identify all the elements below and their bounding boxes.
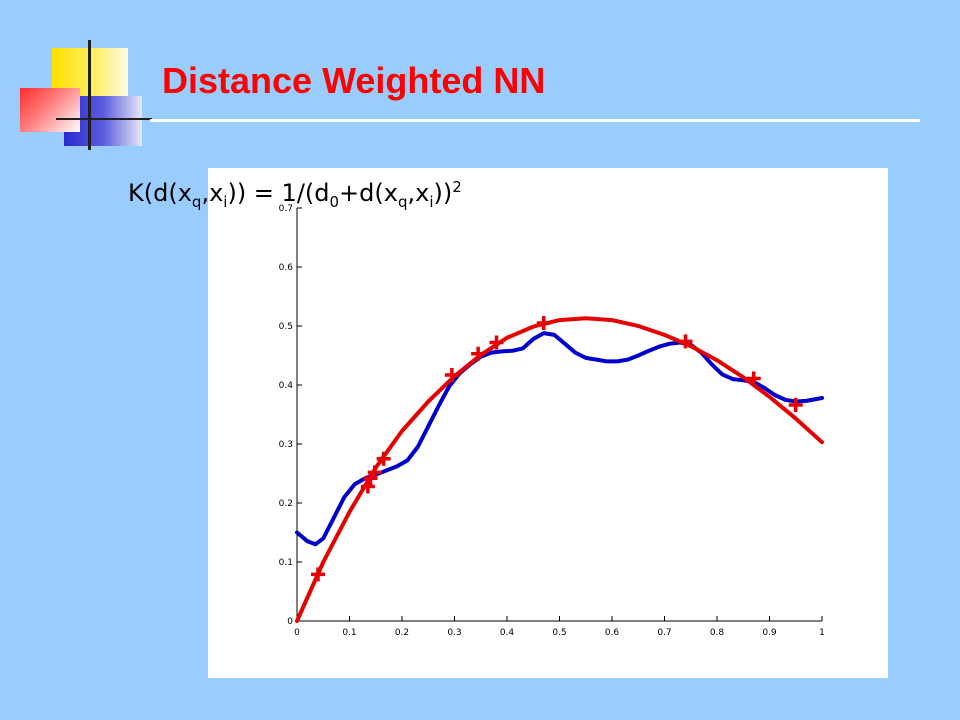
y-tick-label: 0.4 [279,381,294,391]
x-tick-label: 0 [294,628,300,638]
decor-red-square [20,88,80,132]
chart-svg: 0 0.1 0.2 0.3 0.4 0.5 0.6 0.7 0.8 0.9 1 0 0.1 0.2 0.3 0… [279,204,825,638]
y-tick-label: 0.6 [279,263,294,273]
x-tick-label: 0.4 [500,628,515,638]
formula-subscript: q [397,192,408,211]
slide-title: Distance Weighted NN [162,60,546,101]
x-tick-label: 0.5 [552,628,566,638]
training-point-marker [360,479,375,494]
x-tick-label: 0.2 [395,628,409,638]
formula-subscript: q [191,192,202,211]
y-tick-label: 0.1 [279,558,293,568]
y-tick-label: 0.3 [279,440,293,450]
x-tick-label: 0.8 [710,628,725,638]
formula-subscript: 0 [329,192,340,211]
training-point-marker [471,346,486,361]
x-tick-label: 0.9 [762,628,777,638]
training-point-marker [367,465,382,480]
formula-subscript: i [429,192,434,211]
decor-horizontal-line [56,118,152,120]
formula-text: )) [433,179,453,207]
title-underline [150,119,920,122]
y-tick-label: 0 [287,617,293,627]
formula-text: ,x [407,179,430,207]
x-tick-label: 0.1 [342,628,356,638]
formula-exponent: 2 [452,178,462,196]
x-tick-label: 0.6 [605,628,620,638]
x-tick-label: 0.3 [447,628,461,638]
x-tick-label: 1 [819,628,825,638]
kernel-formula: K(d(xq,xi)) = 1/(d0+d(xq,xi))2 [128,178,462,211]
training-point-marker [678,334,693,349]
plot-panel: 0 0.1 0.2 0.3 0.4 0.5 0.6 0.7 0.8 0.9 1 0 0.1 0.2 0.3 0… [208,168,888,678]
formula-text: )) = 1/(d [227,179,330,207]
training-point-marker [746,371,761,386]
formula-text: +d(x [339,179,398,207]
formula-subscript: i [223,192,228,211]
y-tick-label: 0.7 [279,204,293,214]
x-tick-label: 0.7 [657,628,671,638]
training-point-marker [311,567,325,582]
blue-weighted-nn-curve [295,331,824,547]
training-point-marker [489,335,504,350]
training-point-marker [376,451,391,466]
formula-text: ,x [201,179,224,207]
y-tick-label: 0.5 [279,322,293,332]
formula-text: K(d(x [128,179,192,207]
training-point-marker [444,367,459,382]
y-tick-label: 0.2 [279,499,293,509]
training-point-marker [788,398,803,413]
decor-vertical-line [88,40,91,150]
training-point-marker [536,316,551,331]
